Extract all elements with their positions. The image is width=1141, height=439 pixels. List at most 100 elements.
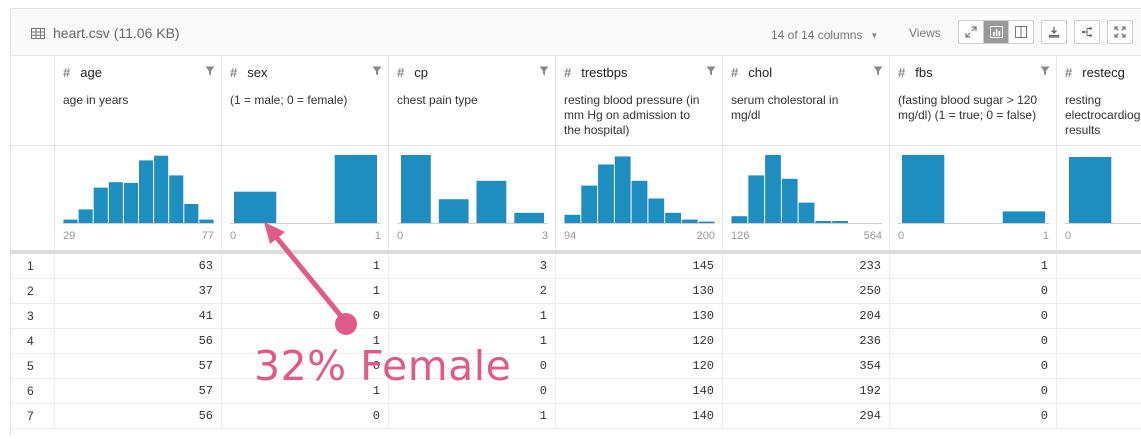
histogram-bar[interactable]	[631, 180, 648, 223]
histogram-bar[interactable]	[681, 219, 698, 223]
column-header-sex[interactable]: # sex (1 = male; 0 = female) 0 1	[221, 56, 389, 249]
table-cell-sex[interactable]: 1	[221, 279, 388, 303]
download-button[interactable]	[1041, 20, 1067, 44]
histogram-bar[interactable]	[123, 182, 138, 223]
table-cell-chol[interactable]: 204	[722, 304, 889, 328]
table-cell-cp[interactable]: 2	[388, 279, 555, 303]
table-cell-fbs[interactable]: 0	[889, 379, 1056, 403]
histogram-bar[interactable]	[1002, 211, 1045, 223]
table-cell-trestbps[interactable]: 120	[555, 354, 722, 378]
table-cell-age[interactable]: 57	[54, 379, 221, 403]
table-cell-sex[interactable]: 0	[221, 304, 388, 328]
table-row[interactable]: 2 37 1 2 130 250 0	[11, 279, 1141, 304]
histogram-bar[interactable]	[108, 182, 123, 223]
table-cell-sex[interactable]: 0	[221, 354, 388, 378]
filter-icon[interactable]	[372, 66, 382, 76]
histogram-bar[interactable]	[564, 214, 581, 223]
table-cell-chol[interactable]: 233	[722, 254, 889, 278]
detail-view-button[interactable]	[1009, 21, 1033, 43]
table-cell-chol[interactable]: 192	[722, 379, 889, 403]
histogram-bar[interactable]	[334, 155, 377, 223]
column-header-trestbps[interactable]: # trestbps resting blood pressure (in mm H…	[555, 56, 723, 249]
column-header-fbs[interactable]: # fbs (fasting blood sugar > 120 mg/dl) (1…	[889, 56, 1057, 249]
table-cell-sex[interactable]: 1	[221, 254, 388, 278]
table-row[interactable]: 7 56 0 1 140 294 0	[11, 404, 1141, 429]
histogram-bar[interactable]	[614, 156, 631, 223]
table-cell-chol[interactable]: 250	[722, 279, 889, 303]
table-cell-sex[interactable]: 1	[221, 329, 388, 353]
histogram-bar[interactable]	[698, 221, 715, 223]
table-cell-restecg[interactable]	[1056, 404, 1141, 428]
histogram-bar[interactable]	[1069, 157, 1112, 223]
columns-selector[interactable]: 14 of 14 columns ▼	[771, 28, 878, 42]
histogram-bar[interactable]	[78, 209, 93, 223]
histogram-bar[interactable]	[184, 204, 199, 223]
table-cell-chol[interactable]: 354	[722, 354, 889, 378]
table-cell-trestbps[interactable]: 140	[555, 404, 722, 428]
column-header-restecg[interactable]: # restecg resting electrocardiog results 0	[1056, 56, 1141, 249]
table-cell-cp[interactable]: 0	[388, 379, 555, 403]
table-cell-age[interactable]: 57	[54, 354, 221, 378]
table-cell-cp[interactable]: 0	[388, 354, 555, 378]
table-cell-fbs[interactable]: 1	[889, 254, 1056, 278]
histogram-bar[interactable]	[581, 185, 598, 223]
table-cell-chol[interactable]: 236	[722, 329, 889, 353]
table-cell-fbs[interactable]: 0	[889, 354, 1056, 378]
table-row[interactable]: 6 57 1 0 140 192 0	[11, 379, 1141, 404]
histogram-bar[interactable]	[514, 212, 545, 223]
histogram-bar[interactable]	[731, 216, 748, 223]
table-cell-sex[interactable]: 0	[221, 404, 388, 428]
histogram-bar[interactable]	[401, 155, 431, 223]
table-row[interactable]: 3 41 0 1 130 204 0	[11, 304, 1141, 329]
table-cell-age[interactable]: 41	[54, 304, 221, 328]
histogram-bar[interactable]	[665, 212, 681, 223]
column-header-chol[interactable]: # chol serum cholestoral in mg/dl 126 564	[722, 56, 890, 249]
table-cell-cp[interactable]: 1	[388, 329, 555, 353]
table-cell-fbs[interactable]: 0	[889, 329, 1056, 353]
histogram-bar[interactable]	[139, 160, 154, 223]
column-header-cp[interactable]: # cp chest pain type 0 3	[388, 56, 556, 249]
filter-icon[interactable]	[706, 66, 716, 76]
histogram-bar[interactable]	[765, 155, 781, 223]
expand-button[interactable]	[1107, 20, 1133, 44]
column-view-button[interactable]	[984, 21, 1009, 43]
table-cell-age[interactable]: 37	[54, 279, 221, 303]
histogram-bar[interactable]	[781, 178, 798, 223]
histogram-bar[interactable]	[832, 221, 848, 223]
schema-button[interactable]	[1074, 20, 1100, 44]
filter-icon[interactable]	[205, 66, 215, 76]
filter-icon[interactable]	[873, 66, 883, 76]
table-row[interactable]: 4 56 1 1 120 236 0	[11, 329, 1141, 354]
histogram-bar[interactable]	[438, 199, 469, 223]
histogram-bar[interactable]	[63, 219, 78, 223]
table-cell-trestbps[interactable]: 130	[555, 304, 722, 328]
compact-view-button[interactable]	[959, 21, 984, 43]
table-cell-trestbps[interactable]: 130	[555, 279, 722, 303]
filter-icon[interactable]	[1040, 66, 1050, 76]
table-cell-sex[interactable]: 1	[221, 379, 388, 403]
table-row[interactable]: 1 63 1 3 145 233 1	[11, 254, 1141, 279]
table-cell-trestbps[interactable]: 145	[555, 254, 722, 278]
table-cell-age[interactable]: 63	[54, 254, 221, 278]
table-cell-cp[interactable]: 3	[388, 254, 555, 278]
table-cell-age[interactable]: 56	[54, 329, 221, 353]
histogram-bar[interactable]	[748, 175, 765, 223]
table-cell-cp[interactable]: 1	[388, 404, 555, 428]
table-cell-trestbps[interactable]: 140	[555, 379, 722, 403]
table-cell-fbs[interactable]: 0	[889, 279, 1056, 303]
table-cell-restecg[interactable]	[1056, 304, 1141, 328]
table-cell-restecg[interactable]	[1056, 254, 1141, 278]
filter-icon[interactable]	[539, 66, 549, 76]
histogram-bar[interactable]	[476, 180, 507, 223]
histogram-bar[interactable]	[798, 202, 815, 223]
histogram-bar[interactable]	[234, 191, 277, 223]
histogram-bar[interactable]	[902, 155, 945, 223]
table-row[interactable]: 5 57 0 0 120 354 0	[11, 354, 1141, 379]
histogram-bar[interactable]	[199, 219, 214, 223]
table-cell-age[interactable]: 56	[54, 404, 221, 428]
column-header-age[interactable]: # age age in years 29 77	[54, 56, 222, 249]
table-cell-fbs[interactable]: 0	[889, 304, 1056, 328]
table-cell-fbs[interactable]: 0	[889, 404, 1056, 428]
table-cell-trestbps[interactable]: 120	[555, 329, 722, 353]
table-cell-cp[interactable]: 1	[388, 304, 555, 328]
